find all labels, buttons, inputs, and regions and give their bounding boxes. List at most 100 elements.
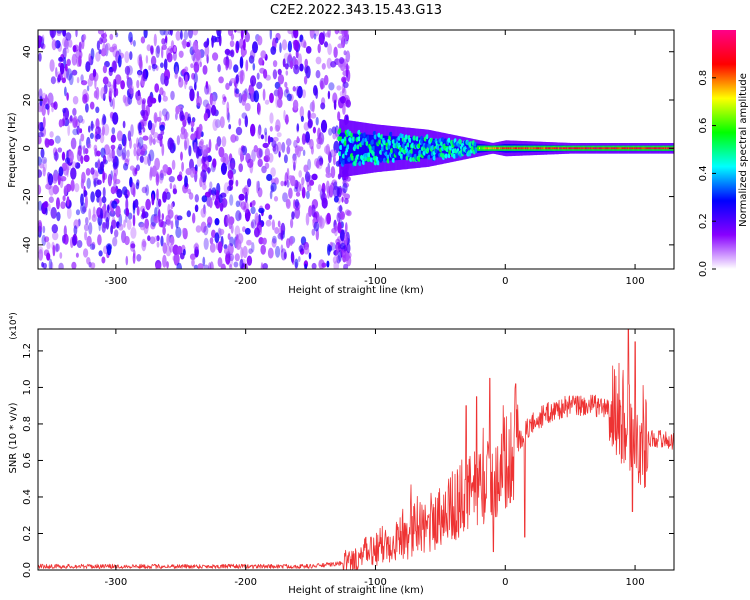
heatmap-cell — [599, 147, 601, 150]
heatmap-cell — [269, 190, 273, 200]
heatmap-cell — [539, 147, 542, 150]
heatmap-cell — [600, 147, 603, 150]
heatmap-cell — [161, 213, 164, 221]
heatmap-cell — [550, 147, 553, 150]
heatmap-cell — [553, 147, 556, 150]
heatmap-cell — [281, 39, 288, 51]
heatmap-cell — [506, 147, 508, 150]
heatmap-cell — [296, 145, 302, 158]
heatmap-cell — [321, 63, 326, 70]
heatmap-cell — [188, 145, 192, 157]
heatmap-cell — [227, 169, 234, 180]
colorbar-ticks: 0.0 0.2 0.4 0.6 0.8 — [698, 70, 716, 277]
heatmap-cell — [257, 187, 263, 198]
heatmap-cell — [342, 103, 346, 115]
heatmap-cell — [141, 238, 147, 252]
heatmap-cell — [480, 147, 483, 150]
heatmap-cell — [140, 109, 146, 116]
heatmap-cell — [107, 173, 112, 187]
heatmap-cell — [156, 241, 160, 248]
heatmap-cell — [299, 63, 304, 72]
heatmap-cell — [307, 110, 311, 120]
heatmap-cell — [486, 147, 488, 150]
heatmap-cell — [215, 189, 220, 200]
heatmap-cell — [217, 30, 221, 39]
heatmap-cell — [315, 116, 319, 126]
heatmap-cell — [531, 147, 534, 150]
heatmap-cell — [668, 147, 670, 150]
heatmap-cell — [95, 189, 102, 198]
heatmap-cell — [147, 235, 151, 242]
heatmap-cell — [618, 147, 620, 150]
heatmap-cell — [115, 88, 119, 97]
heatmap-cell — [225, 82, 230, 90]
heatmap-cell — [172, 244, 179, 256]
heatmap-cell — [77, 145, 83, 157]
heatmap-cell — [64, 38, 69, 50]
heatmap-cell — [328, 127, 333, 136]
heatmap-cell — [154, 83, 160, 93]
heatmap-cell — [96, 40, 100, 51]
heatmap-cell — [509, 147, 511, 150]
heatmap-cell — [481, 147, 484, 150]
heatmap-cell — [334, 30, 339, 35]
heatmap-cell — [151, 63, 158, 70]
heatmap-cell — [296, 123, 300, 132]
heatmap-cell — [499, 147, 502, 150]
heatmap-cell — [84, 195, 88, 209]
heatmap-cell — [339, 204, 343, 214]
heatmap-cell — [186, 210, 191, 218]
heatmap-cell — [42, 225, 46, 234]
heatmap-cell — [95, 126, 101, 135]
heatmap-cell — [590, 147, 593, 150]
heatmap-cell — [128, 31, 133, 43]
heatmap-cell — [160, 235, 164, 247]
heatmap-cell — [528, 147, 530, 150]
heatmap-cell — [93, 144, 98, 152]
heatmap-cell — [587, 147, 589, 150]
heatmap-cell — [240, 246, 244, 259]
heatmap-cell — [42, 116, 46, 129]
heatmap-cell — [309, 138, 314, 150]
heatmap-cell — [223, 182, 230, 195]
heatmap-cell — [47, 173, 54, 186]
heatmap-cell — [189, 88, 195, 102]
heatmap-cell — [283, 109, 286, 121]
heatmap-cell — [252, 63, 256, 71]
heatmap-cell — [45, 94, 48, 103]
heatmap-cell — [134, 168, 138, 175]
heatmap-cell — [250, 206, 256, 215]
heatmap-cell — [86, 257, 91, 265]
heatmap-cell — [546, 147, 548, 150]
heatmap-cell — [188, 30, 193, 39]
heatmap-cell — [47, 103, 50, 116]
heatmap-cell — [38, 169, 43, 178]
heatmap-cell — [90, 167, 95, 175]
heatmap-cell — [235, 239, 242, 250]
heatmap-cell — [245, 191, 248, 203]
heatmap-cell — [293, 161, 296, 171]
heatmap-cell — [217, 63, 221, 73]
heatmap-cell — [611, 147, 614, 150]
heatmap-cell — [663, 147, 666, 150]
bottom-y-ticks: 0.0 0.2 0.4 0.6 0.8 1.0 1.2 — [22, 343, 674, 578]
heatmap-cell — [117, 54, 122, 68]
heatmap-cell — [64, 86, 67, 97]
heatmap-cell — [295, 181, 302, 193]
bottom-x-axis-label: Height of straight line (km) — [288, 585, 424, 596]
heatmap-cell — [184, 175, 188, 188]
heatmap-cell — [445, 147, 450, 153]
heatmap-cell — [136, 95, 143, 106]
heatmap-cell — [124, 96, 129, 107]
heatmap-cell — [604, 147, 606, 150]
heatmap-cell — [313, 85, 318, 96]
heatmap-cell — [176, 135, 181, 146]
heatmap-cell — [532, 147, 535, 150]
heatmap-cell — [62, 30, 67, 37]
heatmap-cell — [221, 99, 226, 105]
heatmap-cell — [248, 55, 255, 64]
heatmap-cell — [229, 78, 236, 84]
heatmap-cell — [272, 146, 277, 152]
heatmap-cell — [103, 123, 110, 136]
heatmap-cell — [230, 33, 235, 41]
